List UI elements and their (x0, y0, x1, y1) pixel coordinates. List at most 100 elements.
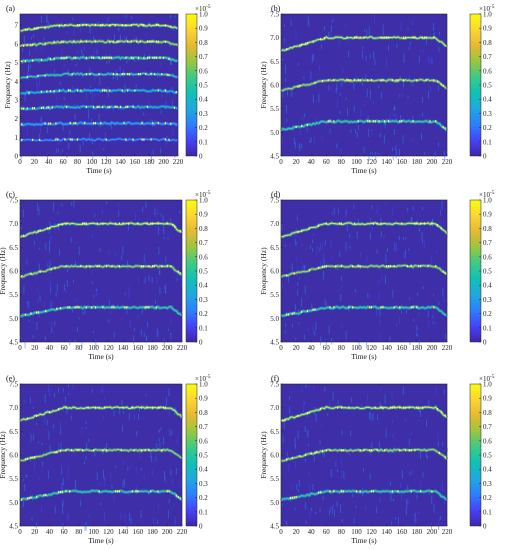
noise-speck (410, 217, 412, 224)
ridge-peak (105, 138, 107, 141)
ridge-peak (32, 456, 34, 459)
noise-speck (413, 319, 415, 322)
noise-speck (388, 45, 389, 51)
x-tick-label: 180 (412, 528, 423, 536)
ridge-peak (148, 40, 150, 43)
ridge-peak (102, 222, 104, 225)
noise-speck (412, 83, 414, 87)
noise-speck (80, 500, 82, 507)
ridge-peak (89, 265, 91, 268)
noise-speck (421, 132, 422, 140)
ridge-peak (65, 449, 67, 452)
noise-speck (301, 384, 303, 393)
noise-speck (34, 240, 36, 246)
noise-speck (156, 328, 158, 338)
ridge-peak (93, 122, 95, 125)
colorbar-exponent-power: -5 (490, 190, 495, 196)
noise-speck (118, 203, 119, 208)
ridge-peak (444, 414, 446, 417)
noise-speck (153, 517, 155, 526)
ridge-peak (96, 265, 98, 268)
noise-speck (22, 48, 23, 52)
noise-speck (301, 244, 303, 248)
ridge-peak (48, 122, 50, 125)
noise-speck (441, 482, 443, 491)
noise-speck (324, 299, 326, 306)
noise-speck (110, 472, 112, 481)
noise-speck (96, 288, 97, 291)
x-axis-label: Time (s) (86, 166, 112, 175)
noise-speck (53, 423, 54, 430)
noise-speck (307, 430, 309, 438)
ridge-2 (280, 263, 448, 279)
ridge-peak (399, 120, 401, 123)
colorbar-tick-label: 1.0 (483, 381, 492, 389)
noise-speck (140, 510, 142, 518)
ridge-peak (32, 138, 34, 142)
noise-speck (36, 423, 38, 426)
ridge-peak (91, 306, 93, 309)
ridge-peak (143, 56, 145, 59)
noise-speck (304, 334, 306, 340)
colorbar-tick-label: 1.0 (483, 197, 492, 205)
noise-speck (135, 466, 137, 474)
ridge-peak (286, 458, 288, 461)
ridge-peak (128, 73, 131, 76)
ridge-peak (370, 449, 373, 452)
ridge-peak (404, 449, 407, 452)
noise-speck (135, 36, 137, 40)
noise-speck (82, 52, 84, 59)
ridge-peak (320, 408, 322, 411)
y-tick-label: 7.5 (270, 381, 279, 389)
ridge-peak (94, 406, 97, 409)
ridge-peak (348, 79, 350, 82)
ridge-peak (78, 449, 80, 452)
y-tick-label: 6.5 (9, 428, 18, 436)
noise-speck (36, 288, 38, 291)
ridge-peak (69, 490, 71, 493)
noise-speck (356, 131, 358, 139)
noise-speck (321, 44, 323, 49)
noise-speck (423, 241, 425, 249)
ridge-peak (155, 40, 158, 43)
noise-speck (305, 520, 307, 525)
noise-speck (37, 298, 39, 304)
noise-speck (281, 223, 283, 231)
noise-speck (288, 463, 290, 472)
noise-speck (320, 260, 322, 267)
colorbar-tick-label: 0.2 (199, 310, 208, 318)
noise-speck (380, 231, 382, 238)
ridge-peak (32, 43, 34, 46)
noise-speck (58, 148, 59, 153)
ridge-peak (164, 89, 166, 92)
ridge-peak (440, 83, 442, 86)
noise-speck (85, 455, 87, 461)
ridge-peak (115, 490, 117, 493)
noise-speck (93, 36, 94, 42)
ridge-peak (297, 85, 299, 88)
noise-speck (150, 450, 152, 458)
ridge-peak (370, 79, 373, 82)
ridge-peak (337, 406, 339, 409)
ridge-peak (333, 490, 335, 493)
x-tick-label: 80 (338, 344, 346, 352)
ridge-peak (384, 449, 386, 452)
x-tick-label: 180 (412, 158, 423, 166)
noise-speck (339, 251, 341, 257)
noise-speck (295, 31, 297, 39)
ridge-peak (429, 120, 431, 123)
noise-speck (333, 207, 335, 215)
ridge-peak (380, 36, 382, 39)
ridge-peak (61, 490, 63, 493)
ridge-line (280, 264, 448, 278)
x-tick-label: 140 (115, 158, 126, 166)
y-tick-label: 4.5 (270, 153, 279, 161)
ridge-peak (333, 120, 335, 123)
noise-speck (383, 235, 385, 238)
colorbar-tick-label: 0.4 (483, 282, 492, 290)
noise-speck (111, 484, 113, 489)
noise-speck (89, 133, 91, 139)
noise-speck (50, 301, 52, 309)
noise-speck (175, 467, 177, 475)
y-tick-label: 6.5 (270, 244, 279, 252)
